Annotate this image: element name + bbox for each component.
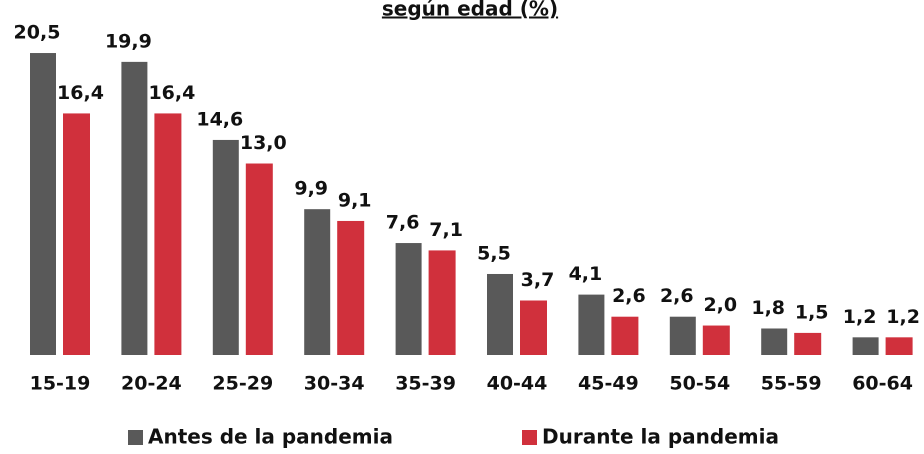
value-label: 14,6 [196,108,243,130]
bar [794,332,822,355]
value-label: 1,8 [751,297,785,319]
chart-title: según edad (%) [382,0,558,21]
x-tick-label: 35-39 [395,373,456,395]
value-label: 7,1 [429,219,463,241]
bar [611,316,639,355]
bar [669,316,696,355]
value-label: 9,9 [294,178,328,200]
x-tick-label: 30-34 [304,373,365,395]
legend-label: Durante la pandemia [542,425,779,449]
value-label: 7,6 [386,212,420,234]
x-tick-label: 25-29 [212,373,273,395]
bar [578,294,605,355]
bar [761,328,788,355]
bar [885,337,913,355]
bar [121,61,148,356]
bar [520,300,547,355]
value-label: 1,2 [843,306,877,328]
x-tick-label: 40-44 [487,373,548,395]
legend-swatch [128,430,143,445]
bar [337,220,365,355]
bar [212,139,239,355]
bar [304,209,331,355]
x-tick-label: 60-64 [852,373,913,395]
legend-swatch [522,430,537,445]
x-tick-label: 55-59 [761,373,822,395]
value-label: 16,4 [57,82,104,104]
value-label: 1,2 [886,306,920,328]
x-tick-label: 50-54 [669,373,730,395]
value-label: 2,6 [660,285,694,307]
bar [395,243,422,355]
x-tick-label: 45-49 [578,373,639,395]
value-label: 3,7 [521,269,555,291]
value-label: 19,9 [105,30,152,52]
value-label: 2,0 [703,294,737,316]
bar [63,113,90,355]
bar [245,163,273,355]
bar [487,273,513,355]
bar [428,250,456,355]
value-label: 16,4 [148,82,195,104]
value-label: 9,1 [338,189,372,211]
x-tick-label: 15-19 [30,373,91,395]
value-label: 20,5 [14,22,61,44]
value-label: 2,6 [612,285,646,307]
bar [852,337,879,355]
legend-label: Antes de la pandemia [148,425,393,449]
value-label: 13,0 [240,132,287,154]
bar [154,113,182,355]
value-label: 5,5 [477,242,511,264]
x-tick-label: 20-24 [121,373,182,395]
bar [30,53,56,355]
value-label: 4,1 [569,263,603,285]
bar [702,325,730,355]
value-label: 1,5 [795,301,829,323]
